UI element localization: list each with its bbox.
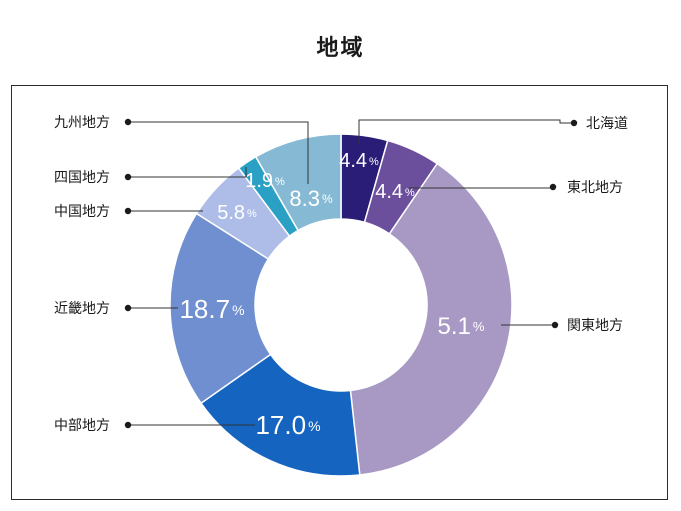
leader-dot-hokkaido [570,119,578,127]
value-label-kyushu: 8.3% [289,186,333,211]
leader-line-shikoku [128,167,247,178]
value-label-kinki: 18.7% [179,294,244,324]
category-label-kanto: 関東地方 [567,318,623,334]
leader-dot-kanto [551,321,559,329]
leader-line-kyushu [128,121,309,184]
pie-slice-kyushu [254,133,342,232]
value-label-shikoku: 1.9% [245,170,285,192]
chart-title: 地域 [316,36,365,61]
leader-line-hokkaido [358,119,574,145]
leader-dot-chugoku [124,207,132,215]
chart-frame [11,85,668,500]
value-label-hokkaido: 4.4% [339,150,379,172]
category-label-kyushu: 九州地方 [54,115,110,131]
category-label-hokkaido: 北海道 [586,116,628,132]
category-label-shikoku: 四国地方 [54,170,110,186]
category-label-kinki: 近畿地方 [54,301,110,317]
leader-dot-chubu [124,421,132,429]
pie-slice-kinki [169,212,272,405]
value-label-tohoku: 5.1% [438,313,485,340]
category-label-chubu: 中部地方 [54,418,110,434]
category-label-tohoku: 東北地方 [567,180,623,196]
value-label-chugoku: 5.8% [217,202,257,224]
category-label-chugoku: 中国地方 [54,204,110,220]
leader-dot-kyushu [124,118,132,126]
pie-slice-chubu [199,353,361,477]
value-label-hokkaido: 4.4% [375,181,415,203]
leader-dot-tohoku [549,183,557,191]
leader-dot-kinki [124,304,132,312]
pie-slice-kanto [349,162,513,476]
value-label-chubu: 17.0% [255,410,320,440]
leader-dot-shikoku [124,173,132,181]
